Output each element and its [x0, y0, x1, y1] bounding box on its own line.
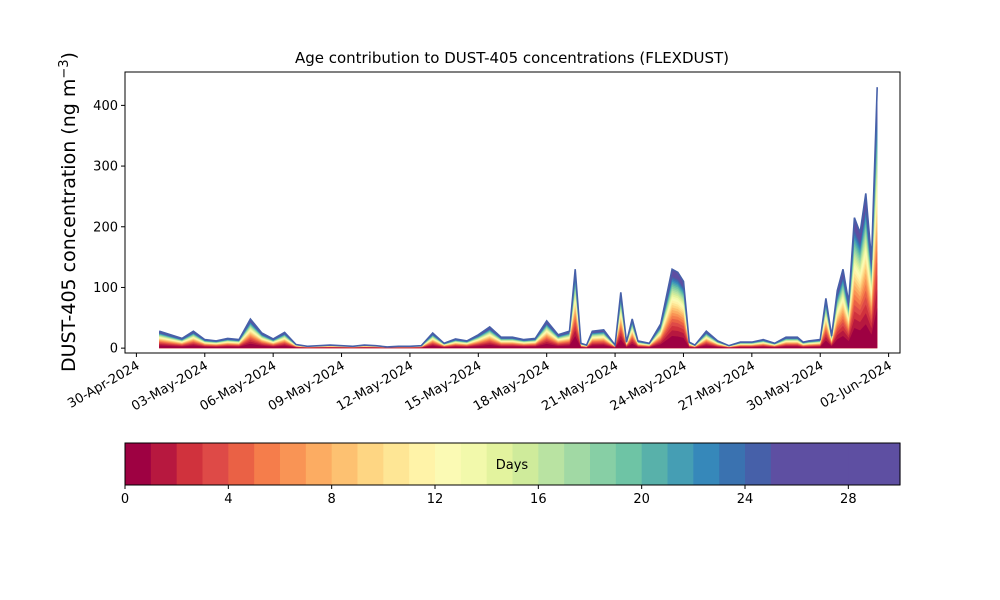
colorbar-bin — [719, 443, 746, 485]
colorbar-tick-label: 8 — [328, 492, 336, 507]
colorbar-bin — [383, 443, 410, 485]
colorbar-tick-label: 24 — [737, 492, 754, 507]
y-axis-label: DUST-405 concentration (ng m−3) — [57, 52, 80, 372]
colorbar-bin — [176, 443, 204, 485]
colorbar-label: Days — [496, 458, 529, 473]
colorbar-frame — [124, 442, 901, 486]
colorbar-bin — [202, 443, 229, 485]
colorbar-bin — [590, 443, 617, 485]
colorbar-bin — [538, 443, 565, 485]
colorbar-tick-label: 12 — [427, 492, 444, 507]
axes-frame — [124, 71, 901, 354]
colorbar-bin — [848, 443, 875, 485]
colorbar-bin — [641, 443, 669, 485]
colorbar-bin — [280, 443, 307, 485]
colorbar-bin — [331, 443, 359, 485]
colorbar-bin — [435, 443, 462, 485]
y-axis-label-close: ) — [58, 52, 80, 59]
colorbar-bin — [822, 443, 849, 485]
colorbar-bin — [745, 443, 772, 485]
colorbar-bin — [615, 443, 643, 485]
colorbar-bin — [693, 443, 720, 485]
colorbar-bin — [357, 443, 384, 485]
colorbar-bin — [460, 443, 488, 485]
colorbar-bin — [150, 443, 178, 485]
y-tick-label: 100 — [93, 281, 118, 296]
y-tick-label: 0 — [110, 342, 118, 357]
colorbar-tick-label: 28 — [840, 492, 857, 507]
colorbar-bin — [564, 443, 591, 485]
colorbar-bin — [667, 443, 694, 485]
colorbar-bin — [305, 443, 333, 485]
y-axis: 0 100 200 300 400 — [93, 99, 125, 357]
colorbar-tick-label: 16 — [530, 492, 547, 507]
colorbar-bin — [254, 443, 281, 485]
colorbar: Days 0 4 8 12 16 20 24 28 — [121, 442, 901, 507]
plot-area — [124, 71, 901, 354]
y-axis-label-main: DUST-405 concentration (ng m — [58, 79, 80, 372]
colorbar-bin — [796, 443, 824, 485]
colorbar-bin — [409, 443, 436, 485]
colorbar-bin — [125, 443, 152, 485]
colorbar-bins — [125, 443, 901, 485]
y-axis-label-exponent: −3 — [57, 59, 72, 78]
chart-title: Age contribution to DUST-405 concentrati… — [295, 49, 729, 67]
colorbar-bin — [770, 443, 798, 485]
colorbar-tick-label: 0 — [121, 492, 129, 507]
colorbar-tick-label: 4 — [224, 492, 232, 507]
y-tick-label: 300 — [93, 160, 118, 175]
y-tick-label: 200 — [93, 220, 118, 235]
colorbar-tick-label: 20 — [633, 492, 650, 507]
colorbar-bin — [512, 443, 539, 485]
colorbar-bin — [228, 443, 255, 485]
total-concentration-line — [158, 87, 878, 348]
colorbar-bin — [486, 443, 514, 485]
colorbar-bin — [874, 443, 901, 485]
y-tick-label: 400 — [93, 99, 118, 114]
colorbar-ticks: 0 4 8 12 16 20 24 28 — [121, 485, 857, 507]
